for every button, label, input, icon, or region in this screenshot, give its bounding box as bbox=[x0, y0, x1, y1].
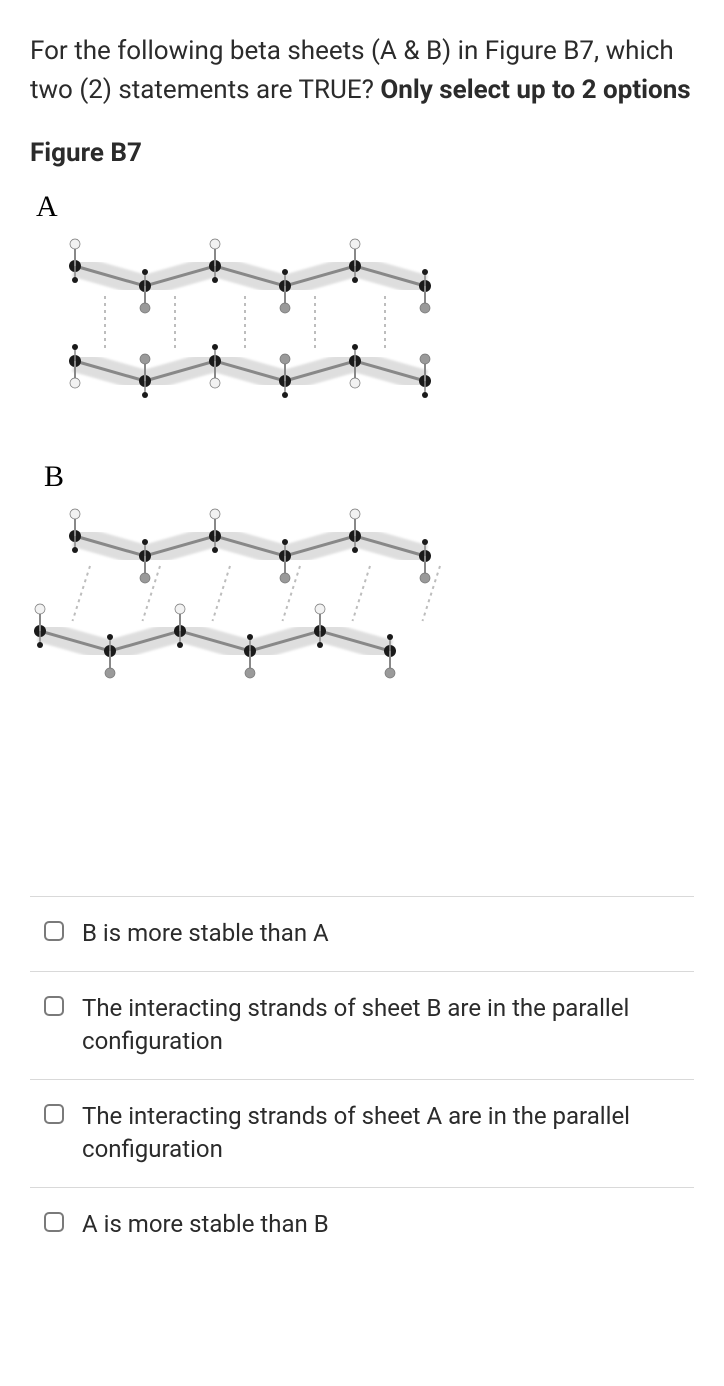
figure-b7: AB bbox=[30, 186, 694, 716]
checkbox-icon[interactable] bbox=[44, 996, 64, 1016]
option-row[interactable]: The interacting strands of sheet B are i… bbox=[30, 972, 694, 1080]
options-list: B is more stable than A The interacting … bbox=[30, 896, 694, 1262]
checkbox-icon[interactable] bbox=[44, 921, 64, 941]
option-label: B is more stable than A bbox=[82, 917, 329, 951]
option-row[interactable]: The interacting strands of sheet A are i… bbox=[30, 1080, 694, 1188]
checkbox-icon[interactable] bbox=[44, 1212, 64, 1232]
option-label: The interacting strands of sheet A are i… bbox=[82, 1100, 688, 1167]
option-row[interactable]: B is more stable than A bbox=[30, 897, 694, 972]
question-constraint: Only select up to 2 options bbox=[380, 75, 690, 105]
option-row[interactable]: A is more stable than B bbox=[30, 1188, 694, 1262]
beta-sheet-figure: AB bbox=[30, 186, 460, 716]
question-text: For the following beta sheets (A & B) in… bbox=[30, 32, 694, 110]
figure-label: Figure B7 bbox=[30, 138, 694, 168]
svg-text:B: B bbox=[44, 460, 64, 493]
checkbox-icon[interactable] bbox=[44, 1104, 64, 1124]
option-label: A is more stable than B bbox=[82, 1208, 329, 1242]
option-label: The interacting strands of sheet B are i… bbox=[82, 992, 688, 1059]
svg-text:A: A bbox=[36, 190, 58, 223]
question-block: For the following beta sheets (A & B) in… bbox=[0, 0, 724, 1292]
